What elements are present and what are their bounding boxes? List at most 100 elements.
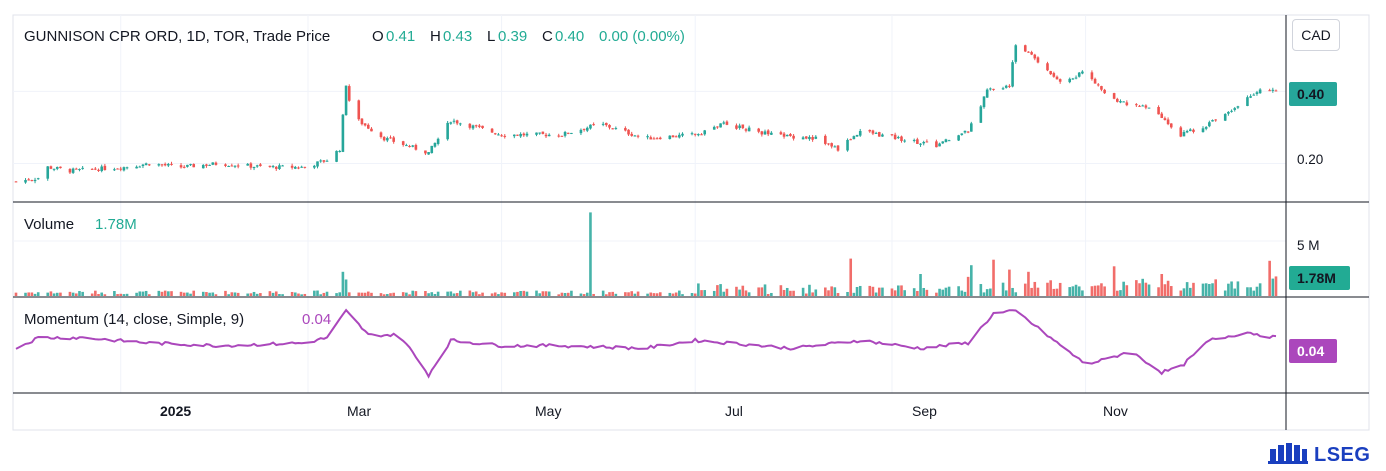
candle-body <box>570 132 573 134</box>
candle-body <box>347 86 351 101</box>
candle-body <box>512 134 516 137</box>
volume-bar <box>1014 292 1018 296</box>
candle-body <box>941 141 945 144</box>
candle-body <box>811 137 814 140</box>
volume-bar <box>252 291 256 296</box>
candle-body <box>1227 111 1230 114</box>
candle-body <box>1058 79 1062 82</box>
candle-body <box>1135 104 1138 106</box>
candle-body <box>582 128 586 130</box>
volume-bar <box>1192 282 1195 296</box>
volume-bar <box>1090 286 1094 296</box>
volume-bar <box>982 292 986 296</box>
candle-body <box>211 162 215 165</box>
volume-bar <box>313 290 316 296</box>
volume-bar <box>766 293 770 296</box>
candle-body <box>300 166 303 168</box>
candle-body <box>560 135 564 137</box>
volume-bar <box>757 287 760 296</box>
volume-bar <box>75 293 78 296</box>
volume-bar <box>1138 283 1141 296</box>
candle-body <box>78 169 81 171</box>
volume-bar <box>738 289 741 296</box>
candle-body <box>59 166 62 169</box>
candle-body <box>944 139 948 143</box>
last-price-badge-text: 0.40 <box>1297 86 1324 102</box>
candle-body <box>182 166 186 168</box>
volume-bar <box>144 290 148 296</box>
candle-body <box>871 130 875 134</box>
candle-body <box>1033 54 1037 59</box>
candle-body <box>703 130 707 135</box>
volume-bar <box>459 290 462 296</box>
volume-bar <box>49 291 53 296</box>
candle-body <box>1233 108 1237 110</box>
volume-bar <box>1179 290 1183 296</box>
volume-bar <box>630 291 634 296</box>
time-tick-nov: Nov <box>1103 403 1128 419</box>
volume-bar <box>274 291 278 296</box>
volume-bar <box>1125 285 1129 296</box>
candle-body <box>681 133 684 136</box>
volume-bar <box>1004 290 1008 296</box>
volume-bar <box>1236 281 1240 296</box>
volume-bar <box>189 293 192 296</box>
candle-body <box>1214 119 1217 121</box>
candle-body <box>522 133 526 136</box>
candle-body <box>1119 101 1122 103</box>
candle-body <box>1182 132 1186 137</box>
candle-body <box>1169 123 1173 128</box>
volume-bar <box>824 287 827 296</box>
candle-body <box>516 134 519 136</box>
volume-bar <box>512 292 516 296</box>
candle-body <box>233 165 237 167</box>
candle-body <box>668 135 672 140</box>
volume-bar <box>414 291 418 296</box>
candle-body <box>1001 88 1005 90</box>
candle-body <box>259 164 262 166</box>
candle-body <box>474 125 478 127</box>
candle-body <box>1236 106 1240 108</box>
volume-bar <box>1135 280 1138 296</box>
candle-body <box>877 132 881 137</box>
volume-bar <box>985 289 989 296</box>
volume-bar <box>347 292 351 296</box>
symbol-title: GUNNISON CPR ORD, 1D, TOR, Trade Price <box>24 28 330 45</box>
candle-body <box>700 134 703 136</box>
candle-body <box>605 122 608 126</box>
volume-bar <box>852 292 856 296</box>
volume-bar <box>992 259 995 296</box>
volume-bar <box>179 291 183 296</box>
volume-bar <box>747 292 751 296</box>
volume-bar <box>1096 285 1100 296</box>
candle-body <box>868 129 872 132</box>
volume-bar <box>808 284 811 296</box>
volume-bar <box>366 291 370 296</box>
volume-bar <box>163 290 167 296</box>
volume-bar <box>1122 281 1125 296</box>
volume-bar <box>874 292 878 296</box>
volume-bar <box>1182 288 1186 296</box>
candle-body <box>1046 63 1049 71</box>
candle-body <box>579 129 583 134</box>
candle-body <box>1185 131 1189 133</box>
candle-body <box>1192 129 1195 132</box>
currency-button[interactable]: CAD <box>1292 19 1340 51</box>
candle-body <box>671 135 675 138</box>
volume-bar <box>14 292 18 296</box>
candle-body <box>855 134 859 137</box>
candle-body <box>1023 45 1027 52</box>
candle-body <box>27 179 30 181</box>
candle-body <box>90 168 94 170</box>
candle-body <box>224 164 227 166</box>
volume-bar <box>935 292 938 296</box>
volume-bar <box>547 291 551 296</box>
candle-body <box>912 139 916 141</box>
volume-bar <box>1201 283 1205 296</box>
volume-bar <box>389 293 392 296</box>
volume-badge <box>1289 266 1350 290</box>
candle-body <box>757 128 760 132</box>
candle-body <box>319 160 322 162</box>
candle-body <box>1036 57 1040 63</box>
volume-bar <box>801 287 805 296</box>
